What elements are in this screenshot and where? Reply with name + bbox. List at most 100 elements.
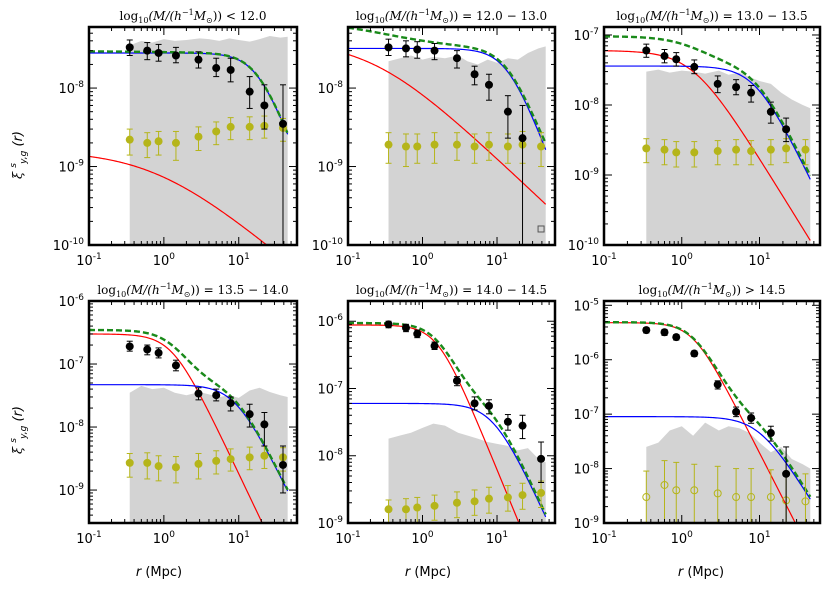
black-point: [732, 83, 741, 92]
ylabel-arg-2: (r): [11, 406, 26, 422]
x-tick-exp: -1: [93, 252, 102, 262]
yellow-point: [245, 122, 254, 131]
x-tick-label: 10-1: [335, 252, 361, 269]
y-tick-base: 10: [58, 358, 75, 373]
x-tick-exp: 1: [765, 252, 771, 262]
yellow-point: [470, 142, 479, 151]
title-sup: −1: [679, 8, 691, 17]
one-halo-curve: [89, 155, 268, 245]
y-tick-label: 10-9: [317, 515, 343, 532]
yellow-point: [690, 148, 699, 157]
y-tick-label: 10-9: [573, 167, 599, 184]
black-point: [470, 399, 479, 408]
yellow-point: [143, 458, 152, 467]
y-tick-exp: -9: [75, 159, 84, 169]
y-tick-exp: -9: [590, 515, 599, 525]
yellow-point: [660, 480, 669, 489]
panel-4: 10-1 100 10110-910-810-710-6log10(M/(h−1M⊙…: [58, 282, 299, 547]
black-point: [194, 55, 203, 64]
total-model-curve: [604, 321, 812, 498]
x-tick-label: 100: [153, 252, 176, 269]
x-tick-exp: 0: [169, 252, 175, 262]
x-tick-label: 101: [228, 252, 250, 269]
two-halo-curve: [604, 65, 811, 180]
yellow-point: [125, 135, 134, 144]
x-tick-exp: 1: [765, 530, 771, 540]
black-point: [143, 345, 152, 354]
one-halo-curve: [604, 50, 811, 241]
title-log: log: [97, 283, 116, 297]
y-tick-label: 10-7: [58, 356, 84, 373]
x-tick-base: 10: [748, 532, 765, 547]
y-tick-exp: -7: [590, 27, 599, 37]
black-point: [413, 45, 422, 54]
title-sup: −1: [418, 8, 430, 17]
one-halo-curve: [348, 53, 547, 205]
black-point: [660, 52, 669, 61]
black-point: [260, 101, 269, 110]
black-point: [713, 380, 722, 389]
x-tick-base: 10: [153, 254, 170, 269]
black-point: [713, 79, 722, 88]
y-tick-base: 10: [573, 408, 590, 423]
panel-1: 10-1 100 10110-1010-910-8log10(M/(h−1M⊙)) …: [53, 8, 299, 269]
y-tick-exp: -5: [590, 297, 599, 307]
x-tick-label: 100: [411, 530, 434, 547]
black-point: [226, 65, 235, 74]
y-tick-base: 10: [312, 239, 329, 254]
title-sub: 10: [375, 16, 385, 25]
x-tick-label: 100: [671, 252, 694, 269]
x-tick-label: 10-1: [591, 530, 617, 547]
title-sup: −1: [701, 282, 713, 291]
black-point: [384, 320, 393, 329]
x-tick-base: 10: [671, 254, 688, 269]
title-sub: 10: [375, 290, 385, 299]
y-tick-exp: -10: [69, 237, 84, 247]
black-point: [278, 119, 287, 128]
yellow-point: [452, 140, 461, 149]
y-tick-base: 10: [58, 161, 75, 176]
title-sun: ⊙: [184, 290, 191, 299]
y-tick-base: 10: [317, 315, 334, 330]
yellow-point: [518, 491, 527, 500]
one-halo-curve: [604, 322, 796, 523]
yellow-point: [245, 453, 254, 462]
panel-title: log10(M/(h−1M⊙)) = 13.0 − 13.5: [616, 8, 807, 25]
x-tick-exp: 0: [687, 252, 693, 262]
black-point: [413, 329, 422, 338]
yellow-point: [401, 142, 410, 151]
yellow-point: [713, 147, 722, 156]
yellow-point: [384, 505, 393, 514]
title-range: = 14.0 − 14.5: [458, 283, 547, 297]
title-sun: ⊙: [442, 290, 449, 299]
title-msun: M: [429, 283, 443, 297]
black-point: [125, 342, 134, 351]
y-tick-exp: -6: [334, 313, 343, 323]
y-tick-exp: -6: [590, 352, 599, 362]
x-tick-exp: 0: [687, 530, 693, 540]
title-msun: M: [712, 283, 726, 297]
y-tick-label: 10-8: [58, 419, 84, 436]
yellow-point: [413, 142, 422, 151]
one-halo-curve: [89, 333, 263, 523]
yellow-point: [226, 455, 235, 464]
x-tick-label: 10-1: [591, 252, 617, 269]
x-tick-base: 10: [335, 532, 352, 547]
x-tick-label: 101: [228, 530, 250, 547]
yellow-point: [690, 486, 699, 495]
y-tick-exp: -9: [334, 515, 343, 525]
title-close: )): [190, 283, 199, 297]
panel-title: log10(M/(h−1M⊙)) = 12.0 − 13.0: [356, 8, 547, 25]
yellow-point: [537, 142, 546, 151]
yellow-point: [125, 458, 134, 467]
y-tick-exp: -8: [334, 80, 343, 90]
y-axis-label-bottom: ξ s y,g (r): [9, 406, 29, 454]
black-point: [430, 46, 439, 55]
y-tick-exp: -7: [334, 380, 343, 390]
title-msun: M: [170, 283, 184, 297]
title-sub: 10: [116, 290, 126, 299]
y-tick-exp: -6: [75, 293, 84, 303]
panel-frame: [602, 25, 822, 247]
black-point: [766, 107, 775, 116]
